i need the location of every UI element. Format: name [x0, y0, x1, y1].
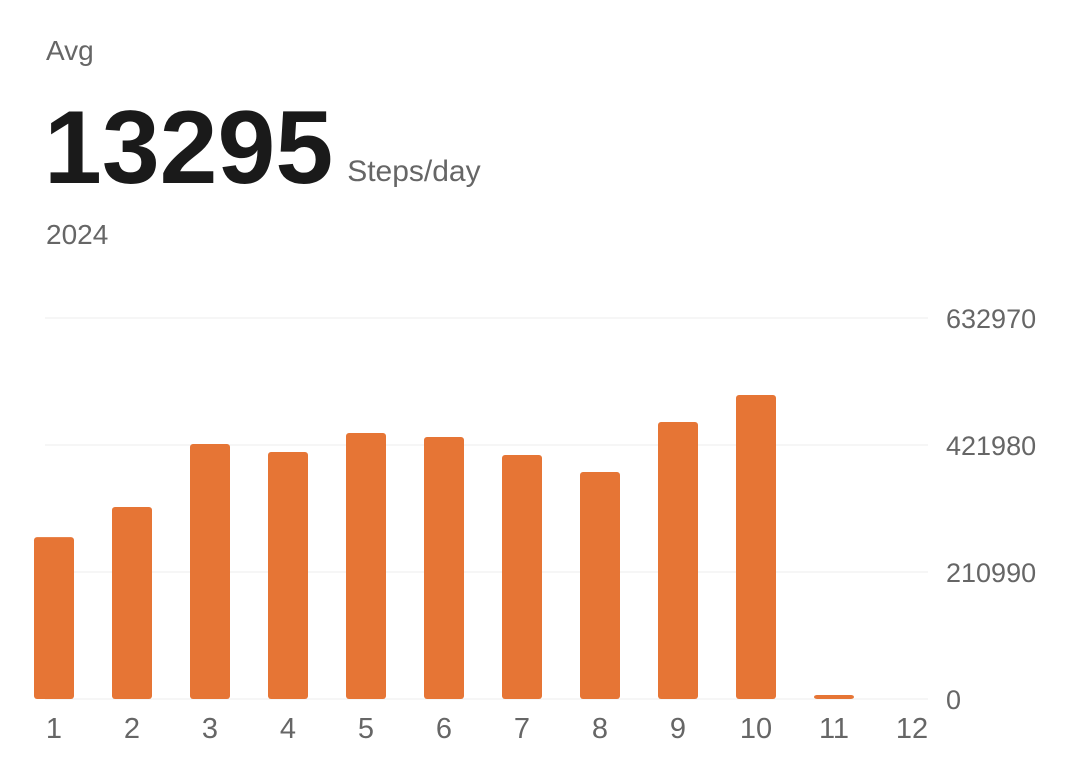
bar [34, 537, 74, 699]
x-tick-label: 10 [740, 713, 772, 745]
chart-title: Avg [46, 35, 94, 66]
x-tick-label: 7 [514, 713, 530, 745]
bar [112, 506, 152, 699]
y-tick-label: 210990 [946, 558, 1036, 588]
bar [190, 444, 230, 699]
x-tick-label: 9 [670, 713, 686, 745]
average-value: 13295 [44, 90, 333, 206]
unit-label: Steps/day [347, 155, 480, 188]
x-tick-label: 12 [896, 713, 928, 745]
x-tick-label: 3 [202, 713, 218, 745]
bar [424, 436, 464, 699]
x-tick-label: 2 [124, 713, 140, 745]
bar [502, 454, 542, 699]
x-tick-label: 4 [280, 713, 296, 745]
chart-subtitle: 2024 [46, 219, 108, 250]
bar [268, 452, 308, 699]
x-tick-label: 8 [592, 713, 608, 745]
bar [658, 421, 698, 699]
bar [736, 395, 776, 699]
y-tick-label: 0 [946, 685, 961, 715]
bar [580, 472, 620, 699]
y-tick-label: 632970 [946, 304, 1036, 334]
bar [346, 433, 386, 699]
y-tick-label: 421980 [946, 431, 1036, 461]
bar [814, 695, 854, 699]
x-tick-label: 5 [358, 713, 374, 745]
x-tick-label: 6 [436, 713, 452, 745]
x-tick-label: 1 [46, 713, 62, 745]
x-tick-label: 11 [819, 713, 849, 745]
